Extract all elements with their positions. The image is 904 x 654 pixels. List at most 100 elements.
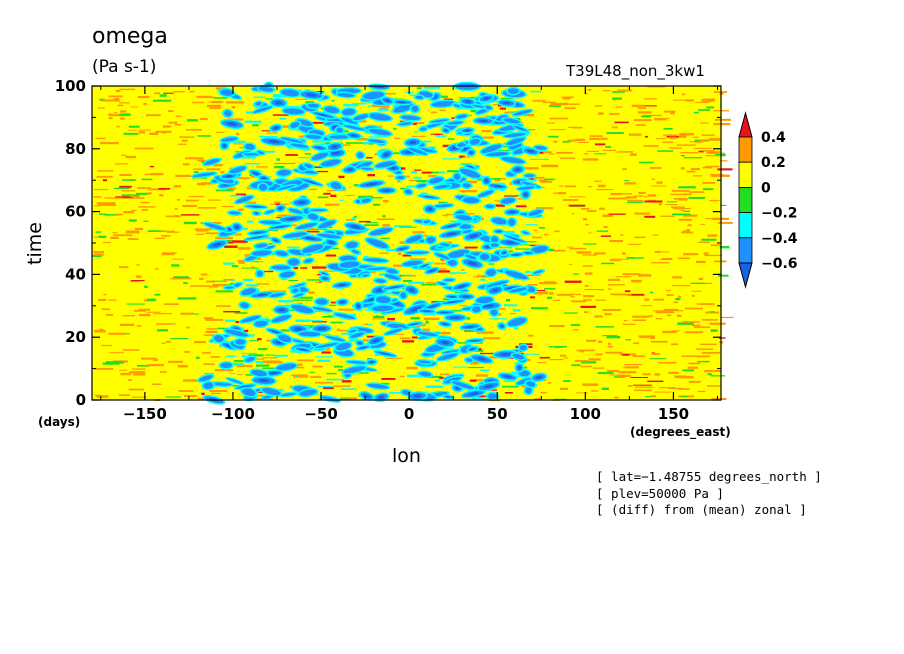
- heatmap-blob: [305, 212, 321, 222]
- heatmap-cell: [691, 324, 701, 327]
- heatmap-cell: [366, 222, 379, 224]
- heatmap-blob: [461, 258, 484, 269]
- heatmap-cell: [597, 372, 614, 375]
- heatmap-cell: [315, 170, 328, 173]
- heatmap-blob: [340, 107, 358, 117]
- heatmap-cell: [268, 243, 273, 245]
- heatmap-cell: [584, 153, 589, 155]
- heatmap-cell: [379, 107, 389, 110]
- heatmap-cell: [645, 396, 654, 398]
- heatmap-blob: [442, 277, 457, 283]
- heatmap-cell: [642, 373, 651, 376]
- heatmap-cell: [153, 313, 172, 315]
- heatmap-cell: [672, 99, 692, 101]
- heatmap-cell: [654, 118, 667, 121]
- heatmap-cell: [650, 291, 654, 294]
- heatmap-cell: [192, 101, 205, 104]
- heatmap-cell: [576, 392, 588, 394]
- heatmap-blob: [440, 126, 451, 134]
- heatmap-cell: [215, 290, 233, 293]
- heatmap-cell: [382, 215, 386, 218]
- heatmap-cell: [620, 234, 624, 236]
- heatmap-cell: [128, 125, 140, 128]
- heatmap-cell: [584, 93, 588, 95]
- heatmap-cell: [95, 231, 102, 233]
- heatmap-cell: [594, 315, 603, 318]
- heatmap-cell: [216, 327, 233, 330]
- heatmap-cell: [146, 298, 157, 301]
- heatmap-cell: [693, 111, 699, 114]
- heatmap-cell: [244, 120, 262, 123]
- heatmap-cell: [303, 228, 315, 231]
- heatmap-cell: [239, 201, 257, 204]
- heatmap-blob: [288, 142, 310, 150]
- heatmap-cell: [365, 323, 373, 326]
- heatmap-cell: [411, 171, 417, 174]
- heatmap-cell: [548, 292, 554, 295]
- heatmap-cell: [452, 366, 468, 368]
- heatmap-cell: [647, 380, 664, 382]
- heatmap-blob: [242, 142, 257, 152]
- heatmap-cell: [339, 397, 357, 400]
- heatmap-cell: [148, 188, 167, 191]
- heatmap-cell: [177, 143, 187, 145]
- heatmap-cell: [98, 213, 107, 215]
- heatmap-cell: [117, 104, 124, 107]
- heatmap-cell: [530, 90, 542, 93]
- heatmap-blob: [334, 126, 345, 135]
- heatmap-cell: [651, 185, 667, 187]
- heatmap-cell: [491, 178, 502, 180]
- heatmap-blob: [432, 202, 455, 209]
- heatmap-cell: [696, 355, 710, 358]
- heatmap-cell: [238, 247, 251, 250]
- heatmap-blob: [522, 172, 537, 179]
- heatmap-cell: [525, 270, 531, 273]
- heatmap-cell: [628, 133, 642, 136]
- heatmap-cell: [583, 299, 592, 301]
- heatmap-cell: [119, 174, 132, 176]
- heatmap-cell: [480, 352, 495, 355]
- heatmap-cell: [166, 231, 180, 233]
- heatmap-cell: [608, 284, 625, 286]
- heatmap-blob: [511, 124, 530, 133]
- heatmap-blob: [381, 283, 407, 291]
- heatmap-cell: [589, 137, 608, 140]
- heatmap-blob: [459, 323, 482, 331]
- colorbar-legend: 0.4 0.2 0 −0.2 −0.4 −0.6: [738, 111, 798, 289]
- heatmap-cell: [529, 296, 536, 299]
- heatmap-blob: [366, 111, 394, 122]
- heatmap-cell: [612, 91, 625, 93]
- heatmap-blob: [355, 150, 366, 160]
- heatmap-cell: [203, 317, 214, 320]
- heatmap-cell: [382, 224, 390, 227]
- heatmap-cell: [532, 100, 546, 102]
- heatmap-cell: [684, 232, 693, 234]
- heatmap-cell: [432, 171, 445, 174]
- heatmap-cell: [295, 98, 308, 100]
- heatmap-cell: [602, 214, 613, 217]
- heatmap-cell: [671, 343, 679, 346]
- heatmap-blob: [403, 284, 420, 296]
- heatmap-blob: [439, 221, 464, 230]
- heatmap-cell: [682, 369, 695, 372]
- heatmap-cell: [128, 388, 145, 391]
- heatmap-cell: [274, 201, 281, 204]
- heatmap-blob: [218, 361, 234, 370]
- heatmap-cell: [542, 101, 557, 104]
- heatmap-blob: [273, 249, 290, 258]
- heatmap-cell: [197, 159, 206, 162]
- heatmap-cell: [698, 241, 710, 243]
- heatmap-cell: [102, 242, 112, 244]
- heatmap-cell: [681, 355, 698, 357]
- heatmap-cell: [408, 179, 424, 182]
- heatmap-blob: [367, 335, 385, 346]
- heatmap-cell: [546, 122, 555, 124]
- heatmap-cell: [253, 96, 266, 98]
- heatmap-cell: [681, 93, 686, 96]
- heatmap-blob: [497, 372, 518, 381]
- heatmap-cell: [714, 260, 727, 263]
- heatmap-cell: [134, 147, 154, 150]
- heatmap-cell: [638, 111, 652, 114]
- heatmap-cell: [461, 269, 465, 271]
- heatmap-cell: [590, 390, 599, 392]
